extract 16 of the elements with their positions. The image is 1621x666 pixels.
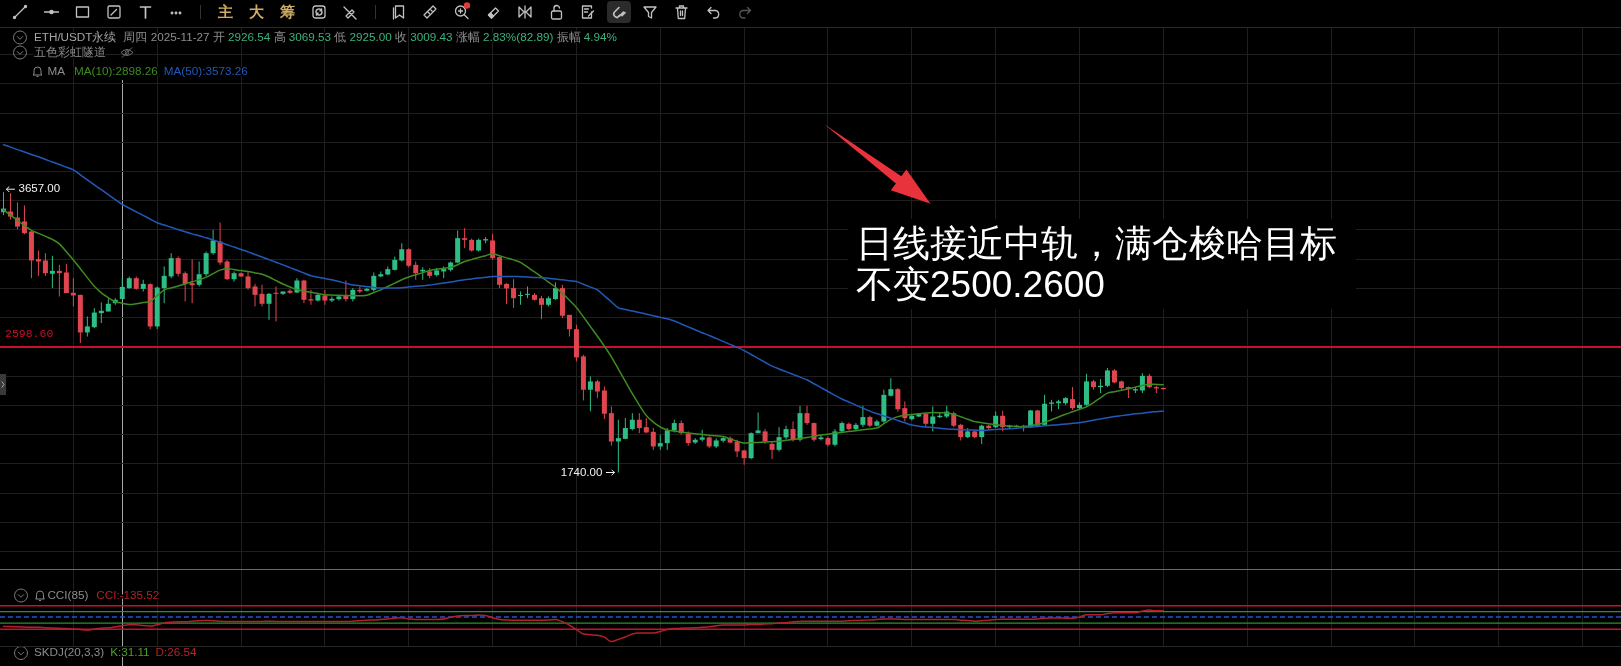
text: 大 [249,2,265,20]
text: 主 [216,2,233,20]
annotation: 1740.00 [560,465,603,478]
chart-title: CCI(85) [47,587,89,601]
text: MA(10):2898.26 [74,63,158,77]
text: 筹 [279,2,295,20]
chart-title: ETH/USDT永续 [34,29,117,43]
text: MA(50):3573.26 [163,63,248,77]
text: SKDJ(20,3,3) [34,645,105,659]
legend-title: MA [47,63,66,77]
text: 五色彩虹隧道 [34,44,106,58]
annotation: 日线接近中轨，满仓梭哈目标不变2500.2600 [848,219,1356,309]
text: D:26.54 [155,645,198,659]
ref-line-label: 2598.60 [5,326,54,340]
text: 周四 2025-11-27 开 2926.54 高 3069.53 低 2925.00 收 3009.43 涨幅 2.83%(82.89) 振幅 4.94% [123,29,617,43]
annotation: 3657.00 [18,182,61,195]
